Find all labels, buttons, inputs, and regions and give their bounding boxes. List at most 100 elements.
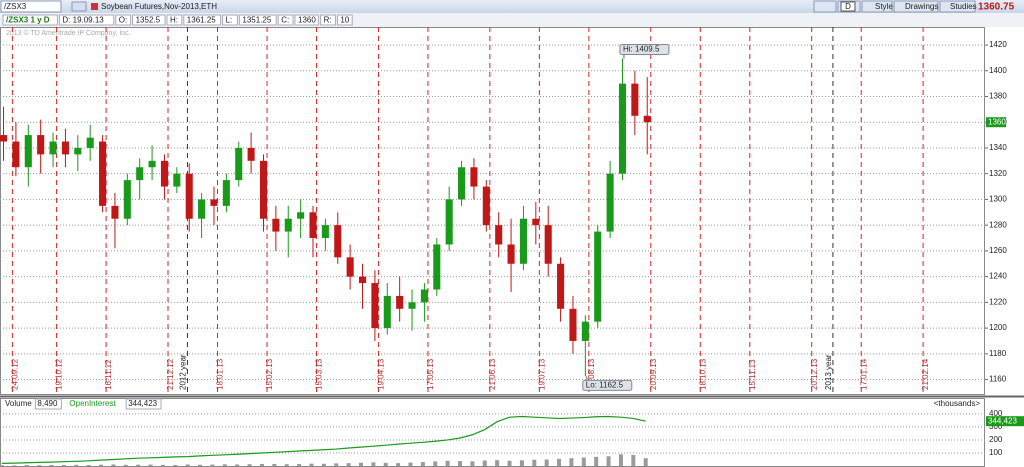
- x-tick-label: 20.12.13: [810, 358, 819, 390]
- volume-bar: [0, 465, 4, 466]
- candle-body: [0, 135, 8, 142]
- volume-bar: [173, 464, 178, 466]
- info-text: D: 19.09.13: [62, 16, 104, 25]
- info-text: 1360: [298, 16, 316, 25]
- volume-bar: [148, 464, 153, 466]
- tool-buttons[interactable]: [813, 0, 837, 13]
- volume-bar: [136, 464, 141, 466]
- info-text: /ZSX3 1 y D: [6, 16, 50, 25]
- candle-body: [346, 257, 354, 277]
- description: Soybean Futures,Nov-2013,ETH: [101, 2, 217, 11]
- x-tick-label: 15.11.13: [748, 359, 757, 390]
- y-tick-label: 1300: [989, 195, 1007, 204]
- volume-bar: [321, 463, 326, 466]
- volume-bar: [433, 461, 438, 466]
- candle-body: [222, 180, 230, 206]
- year-label: 2012 year: [179, 354, 188, 390]
- info-text: O:: [119, 16, 127, 25]
- price-tag-label: 1360: [988, 117, 1006, 126]
- candle-body: [507, 244, 515, 264]
- annotation-box: [619, 44, 670, 56]
- info-cell: [336, 14, 353, 26]
- drawings-button[interactable]: Drawings: [905, 2, 938, 11]
- button-frame[interactable]: [893, 0, 939, 13]
- candle-body: [594, 231, 602, 322]
- x-tick-label: 17.01.14: [859, 358, 868, 390]
- volume-bar: [99, 464, 104, 466]
- volume-bar: [123, 464, 128, 466]
- volume-bar: [420, 462, 425, 466]
- y-tick-label: 1280: [989, 220, 1007, 229]
- volume-bar: [222, 464, 227, 466]
- volume-bar: [358, 462, 363, 466]
- candle-body: [198, 199, 206, 219]
- candle-body: [557, 263, 565, 309]
- info-text: 10: [340, 16, 349, 25]
- candle-body: [532, 218, 540, 226]
- annotation: Hi: 1409.5: [623, 45, 660, 54]
- y-tick-label: 200: [989, 435, 1003, 444]
- volume-bar: [111, 464, 116, 466]
- legend-value: 344,423: [128, 399, 157, 408]
- info-cell: [58, 14, 115, 26]
- candle-body: [358, 276, 367, 284]
- x-tick-label: 21.12.12: [166, 358, 175, 390]
- button-frame[interactable]: [939, 0, 976, 13]
- link-icon[interactable]: [71, 1, 87, 12]
- x-tick-label: 19.10.12: [55, 358, 64, 390]
- candle-body: [544, 225, 552, 264]
- volume-bar: [37, 465, 42, 466]
- candle-body: [420, 289, 428, 303]
- volume-bar: [618, 454, 623, 466]
- x-tick-label: 15.02.13: [265, 358, 274, 390]
- volume-bar: [210, 464, 215, 466]
- volume-bar: [297, 463, 302, 466]
- candle-body: [259, 160, 268, 219]
- plot-frame: [0, 27, 985, 395]
- studies-button[interactable]: Studies: [950, 2, 977, 11]
- volume-bar: [519, 460, 524, 466]
- candle-body: [482, 186, 490, 226]
- info-cell: [277, 14, 294, 26]
- button-frame[interactable]: [840, 1, 856, 12]
- y-tick-label: 1320: [989, 169, 1007, 178]
- candle-body: [519, 218, 527, 264]
- volume-bar: [445, 460, 450, 466]
- info-cell: [294, 14, 320, 26]
- candle-body: [37, 135, 45, 155]
- volume-bar: [482, 460, 487, 466]
- candle-body: [74, 147, 82, 155]
- style-button[interactable]: Style: [875, 2, 893, 11]
- volume-bar: [61, 465, 66, 466]
- x-tick-label: 18.01.13: [216, 358, 225, 390]
- symbol[interactable]: /ZSX3: [4, 2, 27, 11]
- volume-bar: [309, 463, 314, 466]
- candle-body: [61, 141, 69, 155]
- legend-box: [34, 398, 62, 410]
- candle-body: [247, 147, 255, 161]
- y-tick-label: 1200: [989, 323, 1007, 332]
- candle-body: [495, 225, 503, 245]
- y-tick-label: 1420: [989, 40, 1007, 49]
- last-price: 1360.75: [978, 2, 1015, 13]
- oi-tag-label: 344,423: [988, 416, 1017, 425]
- symbol-box[interactable]: [0, 0, 62, 13]
- volume-bar: [235, 464, 240, 466]
- volume-bar: [383, 462, 388, 466]
- button-frame[interactable]: [861, 0, 893, 13]
- legend-value: 8,490: [37, 399, 58, 408]
- volume-bar: [24, 465, 29, 466]
- volume-bar: [470, 461, 475, 466]
- watermark: 2013 © TD Ameritrade IP Company, Inc.: [6, 29, 131, 37]
- candle-body: [383, 295, 391, 329]
- aggregation-button[interactable]: D: [845, 2, 851, 11]
- candle-body: [321, 225, 329, 239]
- candle-body: [309, 212, 317, 239]
- volume-bar: [532, 459, 537, 466]
- open-interest-line: [1, 415, 646, 464]
- candle-body: [284, 218, 292, 232]
- y-tick-label: 1340: [989, 143, 1007, 152]
- x-tick-label: 15.03.13: [315, 358, 324, 390]
- candle-body: [49, 141, 57, 155]
